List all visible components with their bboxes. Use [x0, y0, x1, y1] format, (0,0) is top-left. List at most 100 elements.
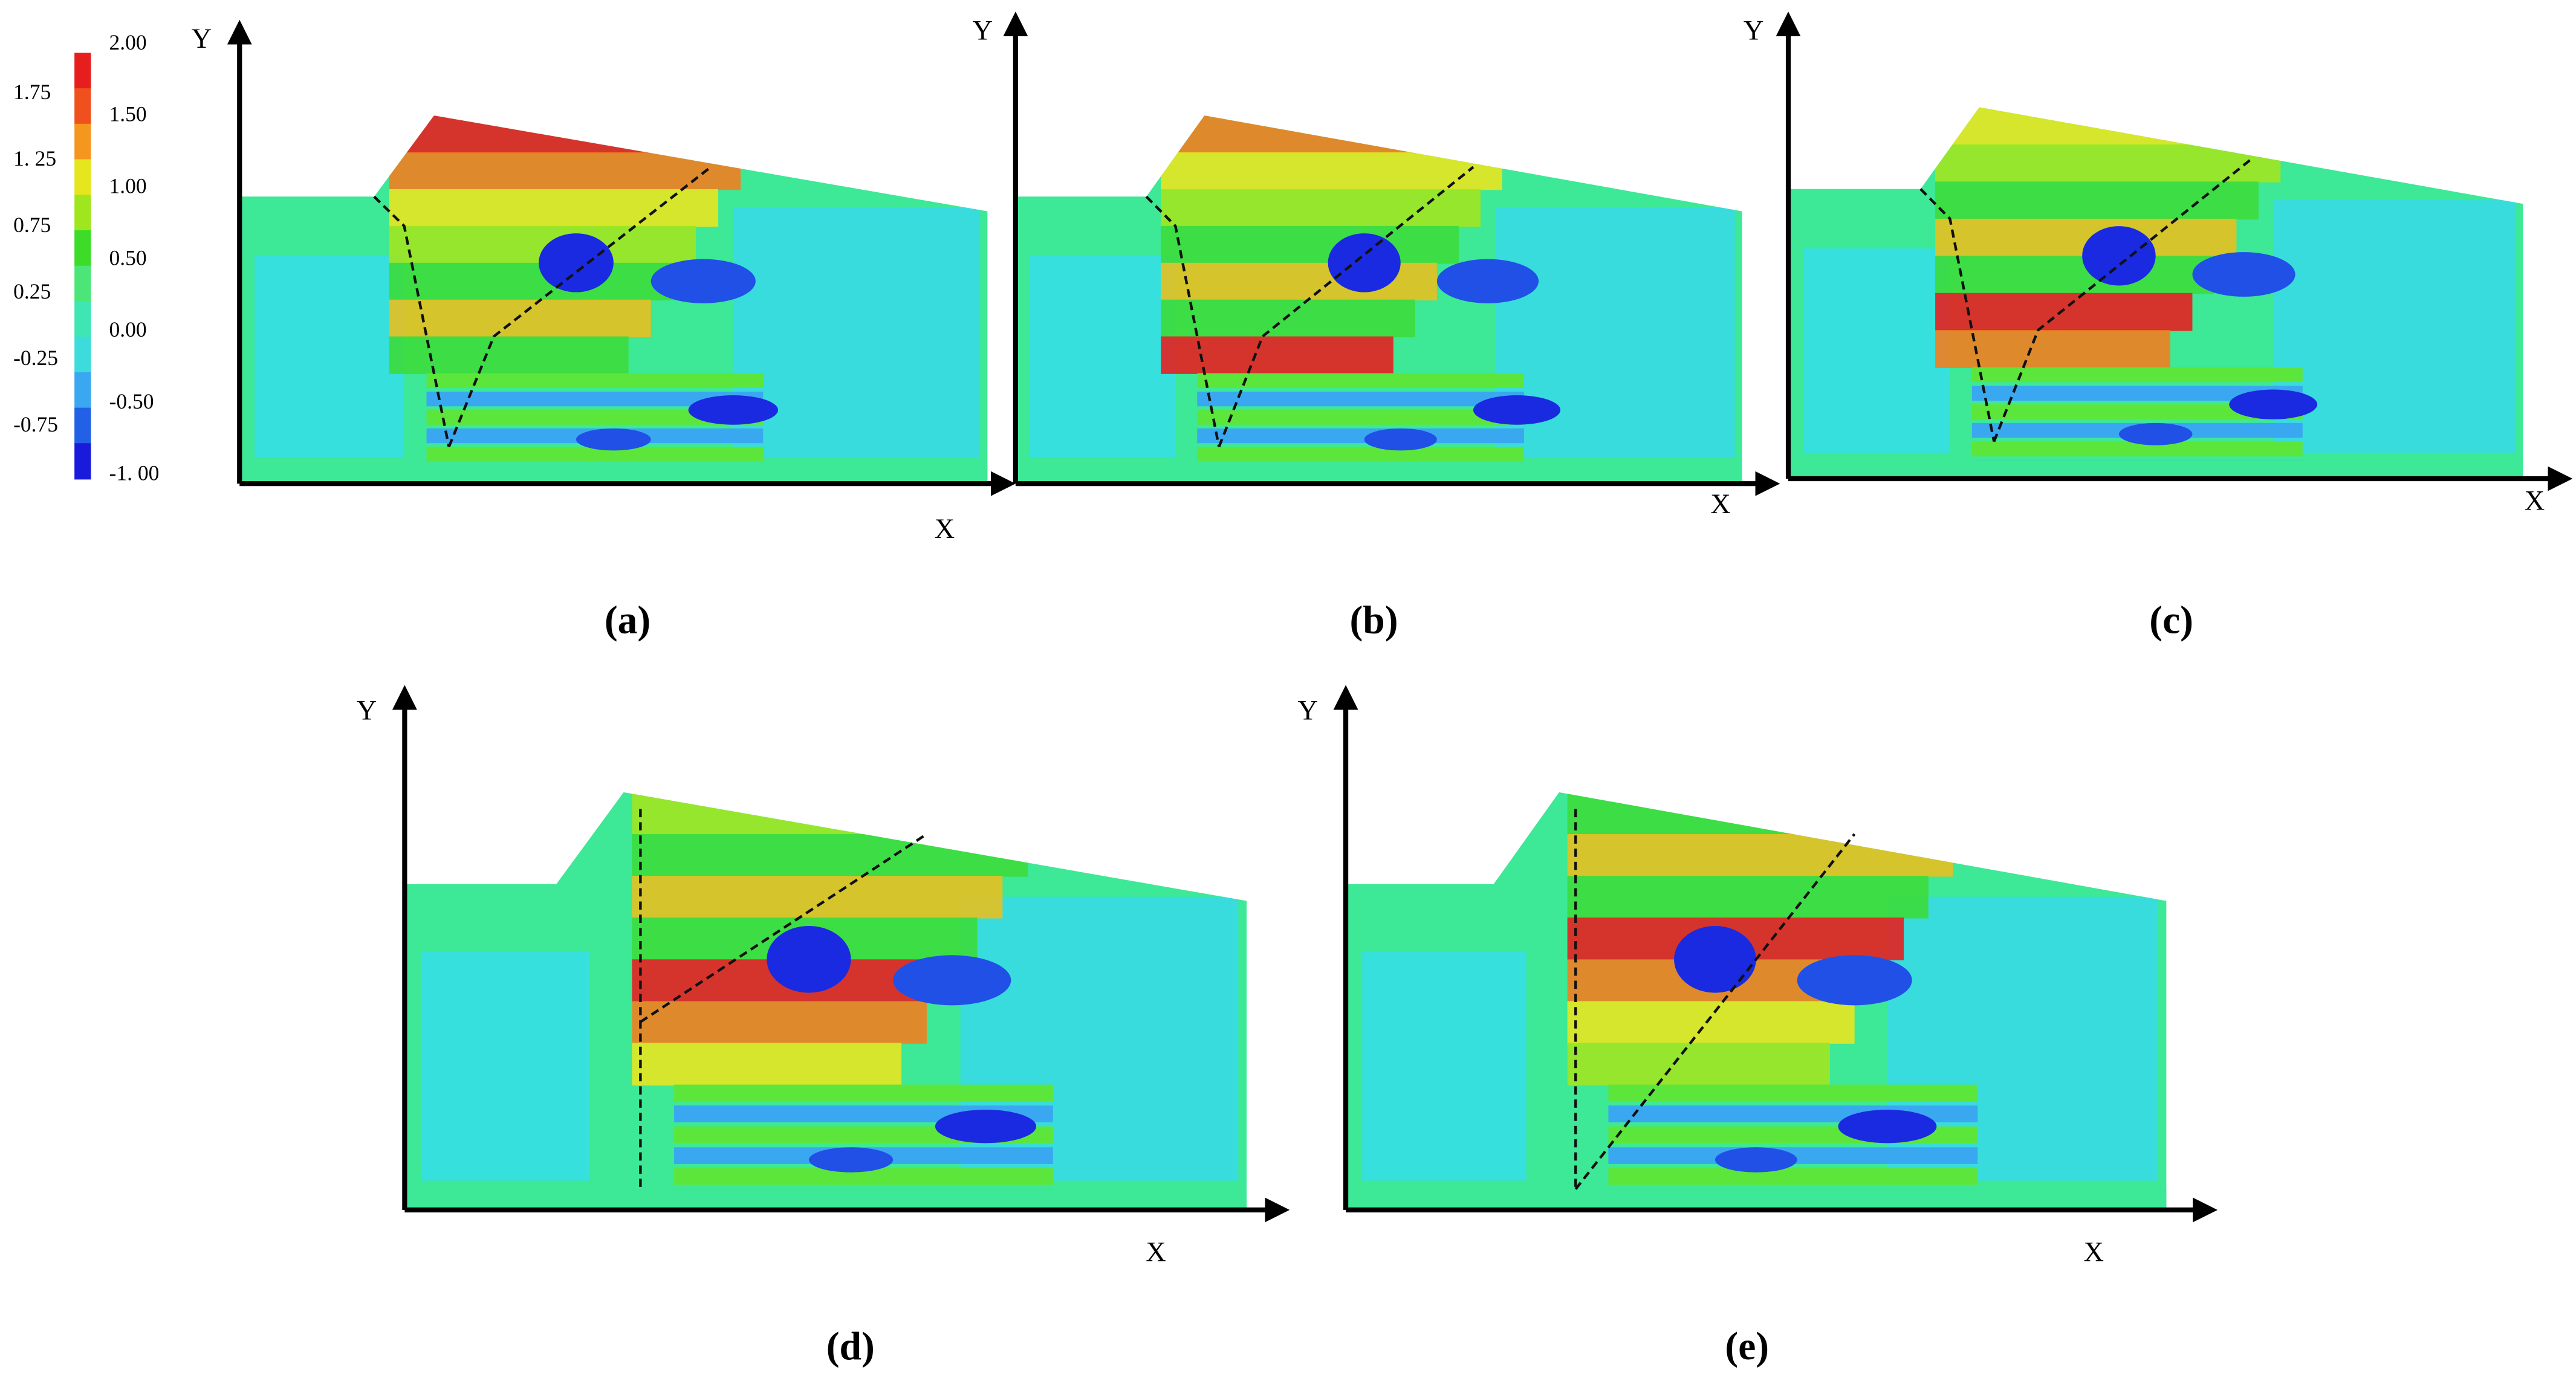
colorbar-segment [74, 195, 91, 231]
cyan-right [733, 207, 981, 458]
dashed-line [447, 166, 712, 448]
y-axis-label: Y [972, 15, 993, 46]
blue-patch [2118, 422, 2193, 445]
colorbar-segment [74, 123, 91, 160]
stripe [632, 834, 1028, 877]
panel: Y X (e) [1298, 685, 2218, 1368]
stripe [1161, 299, 1415, 337]
blue-patch [1838, 1110, 1937, 1144]
stripe [1935, 181, 2259, 220]
stripe [1608, 1084, 1978, 1102]
stripe [1197, 391, 1525, 407]
blue-patch [935, 1110, 1037, 1144]
stripe [1567, 1001, 1855, 1044]
colorbar-segment [74, 88, 91, 125]
stripe [389, 152, 741, 190]
colorbar-label: -0.25 [13, 346, 58, 370]
cyan-right [2273, 200, 2516, 453]
blue-patch [576, 428, 651, 451]
x-axis-label: X [2525, 486, 2545, 517]
colorbar-label: 1.50 [109, 102, 147, 126]
stripe [1971, 441, 2303, 457]
cyan-left [421, 951, 590, 1181]
colorbar-label: 1.00 [109, 173, 147, 198]
blue-patch [1674, 926, 1756, 993]
cyan-left [1803, 248, 1950, 453]
colorbar-label: 0.00 [109, 317, 147, 341]
blue-patch [1797, 955, 1912, 1006]
cyan-left [1030, 255, 1176, 458]
colorbar-label: 2.00 [109, 30, 147, 54]
contour-map [239, 115, 988, 484]
x-axis-label: X [2084, 1237, 2104, 1267]
blue-patch [2229, 389, 2318, 419]
cyan-left [255, 255, 404, 458]
x-axis-label: X [1146, 1237, 1166, 1267]
contour-map [404, 792, 1247, 1210]
dashed-line [1993, 158, 2252, 442]
dashed-line [373, 195, 450, 447]
panel: Y X (c) [1744, 11, 2573, 642]
colorbar-label: 1. 25 [13, 146, 56, 170]
stripe [1197, 428, 1525, 444]
stripe [1197, 410, 1525, 425]
stripe [1935, 293, 2193, 331]
stripe [1608, 1168, 1978, 1185]
stripe [389, 262, 673, 301]
contour-map [1346, 792, 2167, 1210]
blue-patch [767, 926, 851, 993]
base-strip [404, 1189, 1247, 1210]
stripe [632, 1001, 927, 1044]
stripe [632, 876, 1003, 919]
y-axis-label: Y [1744, 15, 1764, 46]
colorbar-segment [74, 372, 91, 409]
dashed-line [1574, 833, 1856, 1190]
blue-patch [808, 1147, 894, 1173]
colorbar: 2.00 1.50 1.00 0.50 0.00 -0.50 -1. 00 1.75 1. 25… [13, 30, 159, 485]
stripe [426, 447, 764, 462]
colorbar-segment [74, 407, 91, 444]
stripe [389, 115, 764, 154]
caption: (e) [1725, 1325, 1769, 1368]
stripe [1197, 447, 1525, 462]
blue-patch [1473, 395, 1561, 425]
stripe [1971, 367, 2303, 383]
dashed-line [1145, 195, 1221, 447]
colorbar-segment [74, 443, 91, 480]
colorbar-label: 0.75 [13, 213, 51, 237]
caption: (d) [826, 1325, 875, 1368]
colorbar-segment [74, 230, 91, 267]
stripe [1935, 144, 2281, 183]
panel: Y X (d) [357, 685, 1290, 1368]
contour-map [1788, 107, 2523, 479]
stripe [674, 1084, 1053, 1102]
blue-patch [1436, 259, 1539, 303]
contour-map [1015, 115, 1742, 484]
stripe [426, 373, 764, 388]
base-strip [239, 465, 988, 484]
y-axis-label: Y [357, 695, 377, 726]
stripe [389, 299, 651, 337]
stripe [1197, 373, 1525, 388]
colorbar-label: 1.75 [13, 80, 51, 104]
colorbar-label: -0.75 [13, 412, 58, 436]
blue-patch [1328, 233, 1401, 293]
stripe [1567, 1043, 1830, 1085]
base-strip [1015, 465, 1742, 484]
dashed-line [1919, 188, 1996, 442]
blue-patch [2082, 226, 2156, 286]
base-strip [1346, 1189, 2167, 1210]
stripe [389, 336, 629, 374]
stripe [632, 792, 1053, 835]
blue-patch [688, 395, 779, 425]
stripe [1161, 115, 1525, 154]
blue-patch [2192, 252, 2295, 297]
stripe [1567, 792, 1978, 835]
caption: (c) [2149, 598, 2193, 642]
stripe [632, 1043, 902, 1085]
base-strip [1788, 460, 2523, 479]
stripe [1935, 256, 2214, 294]
colorbar-label: -1. 00 [109, 461, 160, 485]
colorbar-segment [74, 265, 91, 302]
